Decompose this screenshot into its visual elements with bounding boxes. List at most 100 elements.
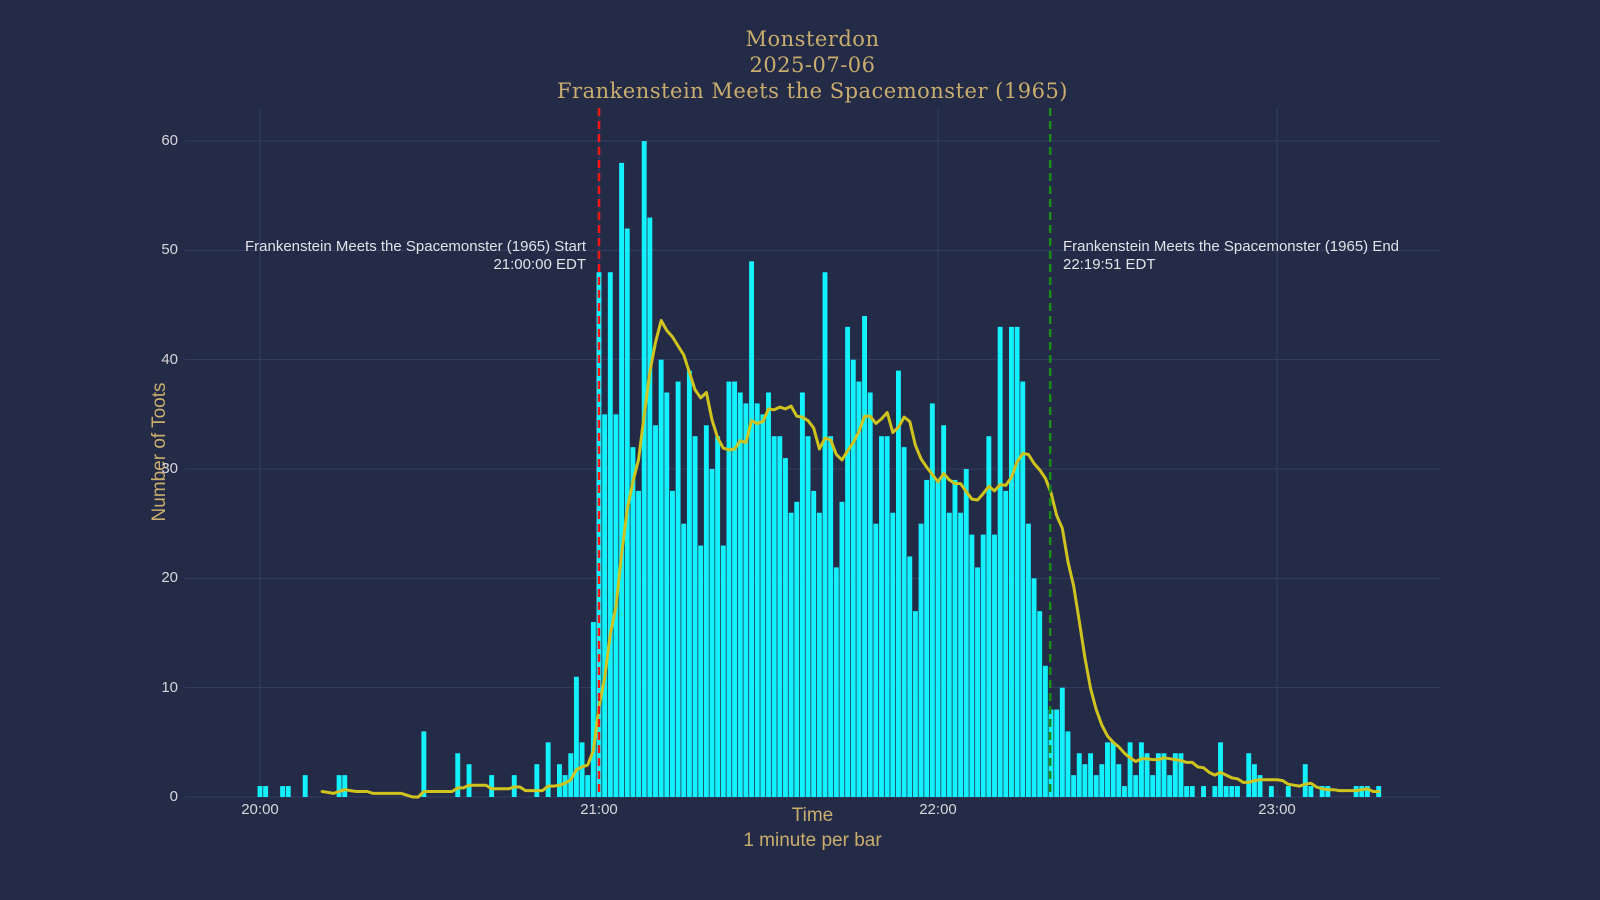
toot-count-bar[interactable]: [935, 479, 941, 797]
toot-count-bar[interactable]: [1071, 775, 1077, 797]
toot-count-bar[interactable]: [568, 753, 574, 797]
toot-count-bar[interactable]: [828, 436, 834, 797]
toot-count-bar[interactable]: [1082, 764, 1088, 797]
toot-count-bar[interactable]: [754, 403, 760, 797]
toot-count-bar[interactable]: [647, 217, 653, 798]
toot-count-bar[interactable]: [1268, 786, 1274, 797]
toot-count-bar[interactable]: [1201, 786, 1206, 797]
toot-count-bar[interactable]: [466, 764, 472, 797]
toot-count-bar[interactable]: [709, 469, 715, 797]
toot-count-bar[interactable]: [873, 523, 879, 797]
toot-count-bar[interactable]: [890, 512, 896, 797]
toot-count-bar[interactable]: [907, 556, 913, 797]
toot-count-bar[interactable]: [1308, 786, 1314, 797]
toot-count-bar[interactable]: [929, 403, 935, 797]
toot-count-bar[interactable]: [596, 272, 602, 798]
toot-count-bar[interactable]: [1014, 326, 1020, 797]
toot-count-bar[interactable]: [1359, 786, 1365, 797]
toot-count-bar[interactable]: [924, 479, 930, 797]
toot-count-bar[interactable]: [1235, 786, 1240, 797]
toot-count-bar[interactable]: [737, 392, 743, 797]
toot-count-bar[interactable]: [845, 326, 851, 797]
toot-count-bar[interactable]: [1048, 709, 1054, 797]
toot-count-bar[interactable]: [992, 534, 997, 797]
toot-count-bar[interactable]: [280, 786, 286, 797]
toot-count-bar[interactable]: [636, 490, 641, 797]
toot-count-bar[interactable]: [896, 370, 901, 797]
toot-count-bar[interactable]: [692, 436, 698, 797]
toot-count-bar[interactable]: [1031, 578, 1037, 797]
toot-count-bar[interactable]: [1037, 611, 1043, 797]
toot-count-bar[interactable]: [1076, 753, 1082, 797]
toot-count-bar[interactable]: [901, 447, 907, 797]
toot-count-bar[interactable]: [579, 742, 585, 797]
toot-count-bar[interactable]: [952, 479, 958, 797]
toot-count-bar[interactable]: [1093, 775, 1099, 797]
toot-count-bar[interactable]: [686, 370, 692, 797]
toot-count-bar[interactable]: [1212, 786, 1218, 797]
toot-count-bar[interactable]: [1302, 764, 1308, 797]
toot-count-bar[interactable]: [1020, 381, 1026, 797]
toot-count-bar[interactable]: [302, 775, 308, 797]
toot-count-bar[interactable]: [557, 764, 562, 797]
toot-count-bar[interactable]: [975, 567, 980, 797]
toot-count-bar[interactable]: [743, 403, 749, 797]
toot-count-bar[interactable]: [1042, 665, 1048, 797]
toot-count-bar[interactable]: [545, 742, 551, 797]
toot-count-bar[interactable]: [1167, 775, 1173, 797]
toot-count-bar[interactable]: [658, 359, 664, 797]
toot-count-bar[interactable]: [1059, 687, 1065, 797]
toot-count-bar[interactable]: [607, 272, 613, 798]
toot-count-bar[interactable]: [822, 272, 828, 798]
toot-count-bar[interactable]: [879, 436, 884, 797]
toot-count-bar[interactable]: [489, 775, 495, 797]
toot-count-bar[interactable]: [1088, 753, 1093, 797]
toot-count-bar[interactable]: [421, 731, 427, 797]
toot-count-bar[interactable]: [771, 436, 777, 797]
toot-count-bar[interactable]: [963, 469, 969, 797]
toot-count-bar[interactable]: [1172, 753, 1178, 797]
toot-count-bar[interactable]: [681, 523, 687, 797]
toot-count-bar[interactable]: [1127, 742, 1133, 797]
toot-count-bar[interactable]: [1229, 786, 1235, 797]
toot-count-bar[interactable]: [703, 425, 709, 797]
toot-count-bar[interactable]: [698, 545, 704, 797]
toot-count-bar[interactable]: [342, 775, 348, 797]
toot-count-bar[interactable]: [675, 381, 681, 797]
toot-count-bar[interactable]: [980, 534, 986, 797]
toot-count-bar[interactable]: [285, 786, 291, 797]
toot-count-bar[interactable]: [726, 381, 732, 797]
toot-count-bar[interactable]: [788, 512, 794, 797]
toot-count-bar[interactable]: [867, 392, 873, 797]
toot-count-bar[interactable]: [918, 523, 924, 797]
toot-count-bar[interactable]: [715, 436, 721, 797]
toot-count-bar[interactable]: [1155, 753, 1161, 797]
toot-count-bar[interactable]: [1319, 786, 1325, 797]
toot-count-bar[interactable]: [1122, 786, 1127, 797]
toot-count-bar[interactable]: [766, 392, 771, 797]
toot-count-bar[interactable]: [1099, 764, 1105, 797]
toot-count-bar[interactable]: [811, 490, 817, 797]
toot-count-bar[interactable]: [590, 622, 596, 797]
toot-count-bar[interactable]: [1025, 523, 1031, 797]
toot-count-bar[interactable]: [969, 534, 975, 797]
toot-count-bar[interactable]: [336, 775, 342, 797]
toot-count-bar[interactable]: [720, 545, 726, 797]
toot-count-bar[interactable]: [1178, 753, 1184, 797]
toot-count-bar[interactable]: [455, 753, 461, 797]
toot-count-bar[interactable]: [1184, 786, 1190, 797]
toot-count-bar[interactable]: [641, 141, 647, 797]
toot-count-bar[interactable]: [799, 392, 805, 797]
toot-count-bar[interactable]: [958, 512, 964, 797]
toot-count-bar[interactable]: [1285, 786, 1291, 797]
toot-count-bar[interactable]: [562, 775, 568, 797]
toot-count-bar[interactable]: [1161, 753, 1167, 797]
toot-count-bar[interactable]: [941, 425, 947, 797]
toot-count-bar[interactable]: [986, 436, 992, 797]
toot-count-bar[interactable]: [263, 786, 269, 797]
toot-count-bar[interactable]: [585, 775, 591, 797]
toot-count-bar[interactable]: [856, 381, 862, 797]
toot-count-bar[interactable]: [760, 414, 766, 797]
toot-count-bar[interactable]: [1144, 753, 1150, 797]
